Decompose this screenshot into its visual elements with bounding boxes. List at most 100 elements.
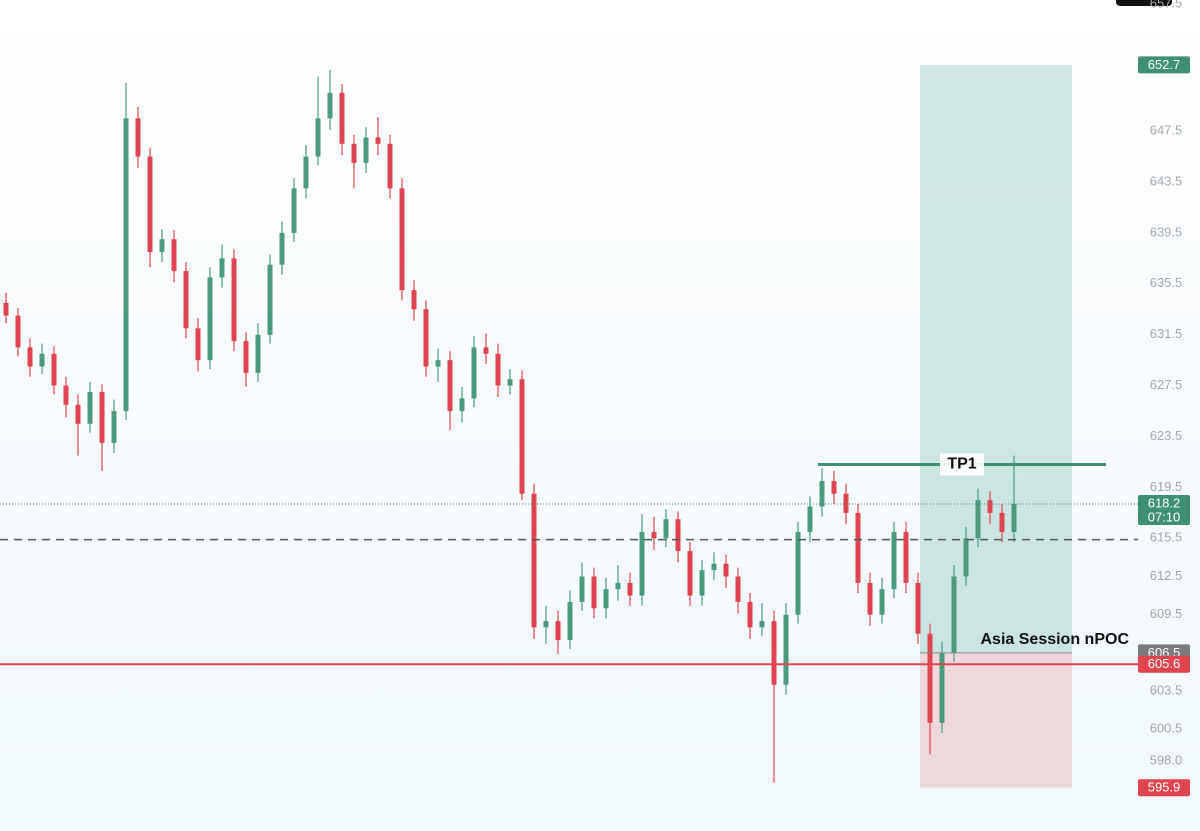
candle-body [723,563,729,577]
candle-body [291,188,297,233]
candle-body [651,531,657,539]
candle-body [627,582,633,596]
y-tick-label: 612.5 [1150,568,1183,583]
candle-body [327,92,333,119]
price-badge [1138,779,1190,797]
candle-body [411,290,417,310]
candle-body [963,538,969,577]
candle-body [495,353,501,386]
top-badge [1116,0,1172,6]
price-badge-label: 595.9 [1148,780,1181,795]
candle-body [663,519,669,539]
price-badge-label: 605.6 [1148,656,1181,671]
y-tick-label: 615.5 [1150,530,1183,545]
candle-body [267,264,273,335]
candle-body [483,347,489,354]
price-badge [1138,56,1190,74]
candle-body [747,601,753,628]
candle-body [147,156,153,252]
candle-body [195,328,201,361]
candle-body [111,411,117,443]
candle-body [315,118,321,157]
y-tick-label: 647.5 [1150,123,1183,138]
y-tick-label: 635.5 [1150,275,1183,290]
profit-zone [920,64,1072,653]
annotation: TP1 [947,456,976,473]
candle-body [591,576,597,609]
y-tick-label: 643.5 [1150,173,1183,188]
candle-body [243,341,249,373]
price-badge-label: 618.2 [1148,495,1181,510]
candle-body [567,601,573,641]
candle-body [183,271,189,329]
annotation: Asia Session nPOC [981,631,1130,648]
candle-body [879,589,885,615]
candle-body [87,391,93,424]
candle-body [423,309,429,367]
candle-body [987,500,993,513]
candle-body [219,258,225,278]
candle-body [639,531,645,596]
candle-body [435,360,441,367]
candle-body [699,570,705,596]
candle-body [51,353,57,386]
candle-body [63,385,69,405]
candle-body [951,576,957,653]
candle-body [687,551,693,596]
candle-body [519,379,525,494]
candle-body [303,156,309,189]
candle-body [579,576,585,602]
candle-body [855,512,861,583]
candle-body [507,379,513,386]
y-tick-label: 627.5 [1150,377,1183,392]
y-tick-label: 657.5 [1150,0,1183,10]
y-tick-label: 598.0 [1150,752,1183,767]
candle-body [135,118,141,157]
loss-zone [920,652,1072,788]
candle-body [351,143,357,163]
candle-body [279,232,285,265]
candle-body [891,531,897,590]
price-badge-label: 652.7 [1148,57,1181,72]
candle-body [759,621,765,628]
candle-body [807,506,813,532]
candle-body [999,512,1005,532]
candle-body [939,652,945,723]
candle-body [831,481,837,494]
candle-body [1011,503,1017,532]
candle-body [615,582,621,590]
candle-body [387,143,393,189]
y-tick-label: 600.5 [1150,721,1183,736]
candle-body [531,493,537,628]
candle-body [375,137,381,144]
candle-body [783,614,789,685]
candle-body [843,493,849,513]
candle-body [735,576,741,602]
candle-body [339,92,345,144]
candle-body [543,621,549,628]
candle-body [15,315,21,348]
y-tick-label: 609.5 [1150,606,1183,621]
candle-body [171,239,177,272]
candle-body [819,481,825,507]
candle-body [975,500,981,539]
y-tick-label: 631.5 [1150,326,1183,341]
candle-body [99,391,105,443]
candle-body [3,302,9,316]
candle-body [927,633,933,723]
y-tick-label: 619.5 [1150,479,1183,494]
price-badge [1138,655,1190,673]
candle-body [915,582,921,634]
candle-body [75,404,81,424]
candle-body [459,398,465,412]
candle-body [771,621,777,685]
candle-body [447,360,453,412]
candle-body [39,353,45,367]
candle-body [363,137,369,163]
countdown-label: 07:10 [1148,509,1181,524]
candle-body [903,531,909,583]
candle-body [711,563,717,571]
y-tick-label: 623.5 [1150,428,1183,443]
